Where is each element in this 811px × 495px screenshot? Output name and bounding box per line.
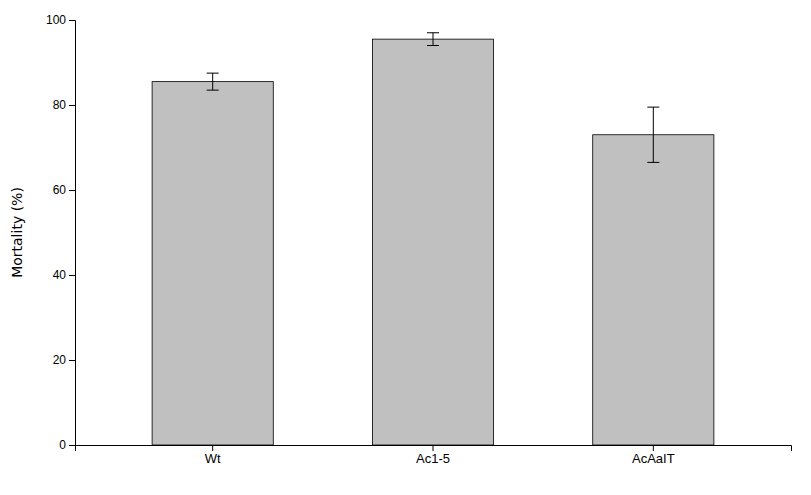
y-tick: 60 [53,183,75,197]
y-tick: 40 [53,268,75,282]
x-tick: Wt [205,445,221,466]
y-tick-mark [69,105,75,106]
y-tick-mark [69,20,75,21]
bar [372,39,493,445]
error-bar [647,107,659,162]
y-tick-label: 20 [53,353,67,367]
y-tick-mark [69,190,75,191]
x-tick: Ac1-5 [416,445,450,466]
y-tick-label: 80 [53,98,67,112]
chart: 0 20 40 60 80 100 Wt Ac1-5 AcAaIT Mortality (%) [0,0,811,495]
bar [152,82,273,445]
y-tick-label: 60 [53,183,67,197]
y-tick-mark [69,445,75,446]
y-tick-mark [69,360,75,361]
y-tick: 20 [53,353,75,367]
x-axis-line [76,446,792,452]
y-axis: 0 20 40 60 80 100 [46,13,76,452]
error-bar-stem [212,73,213,90]
plot: 0 20 40 60 80 100 Wt Ac1-5 AcAaIT [46,13,792,466]
x-axis: Wt Ac1-5 AcAaIT [76,445,792,466]
error-bar [207,73,219,90]
y-tick: 80 [53,98,75,112]
x-tick-label: Ac1-5 [416,451,450,466]
error-bar-cap [427,32,439,33]
x-tick-mark [653,445,654,451]
x-tick-label: Wt [205,451,221,466]
y-axis-title: Mortality (%) [9,187,25,278]
y-tick: 100 [46,13,75,27]
x-tick: AcAaIT [632,445,675,466]
bar [593,135,714,445]
y-tick-label: 0 [59,438,66,452]
error-bar-stem [653,107,654,162]
error-bar-cap [207,90,219,91]
x-tick-mark [212,445,213,451]
y-tick-mark [69,275,75,276]
y-tick: 0 [59,438,75,452]
error-bar [427,33,439,46]
error-bar-cap [647,107,659,108]
y-tick-label: 40 [53,268,67,282]
x-tick-label: AcAaIT [632,451,675,466]
y-tick-label: 100 [46,13,66,27]
marks [152,33,714,445]
error-bar-stem [433,33,434,46]
x-tick-mark [433,445,434,451]
y-axis-line [69,21,76,446]
error-bar-cap [427,45,439,46]
error-bar-cap [647,162,659,163]
error-bar-cap [207,73,219,74]
